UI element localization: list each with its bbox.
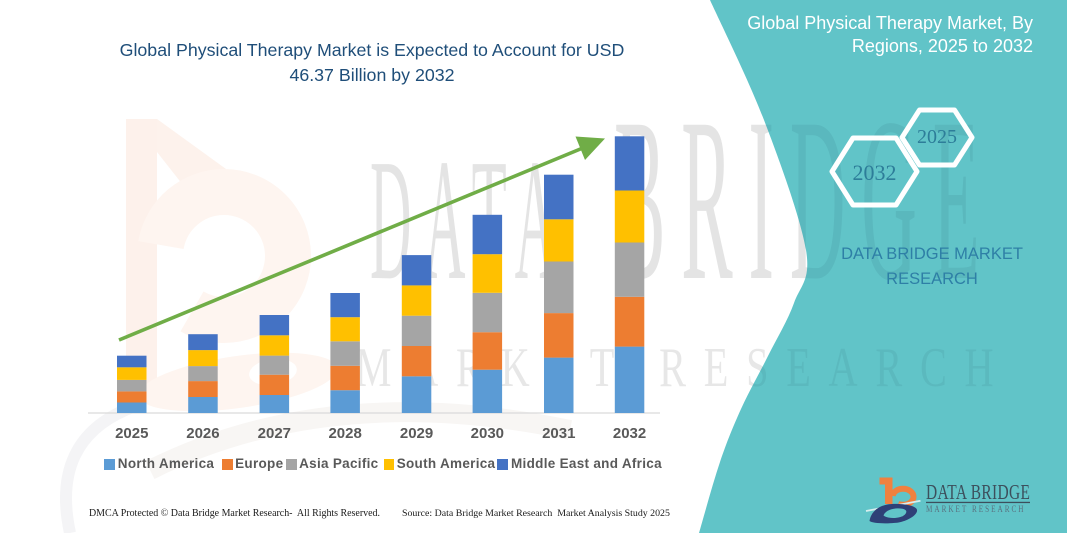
svg-text:DATA BRIDGE: DATA BRIDGE xyxy=(926,481,1030,504)
svg-text:MARKET RESEARCH: MARKET RESEARCH xyxy=(926,504,1025,514)
